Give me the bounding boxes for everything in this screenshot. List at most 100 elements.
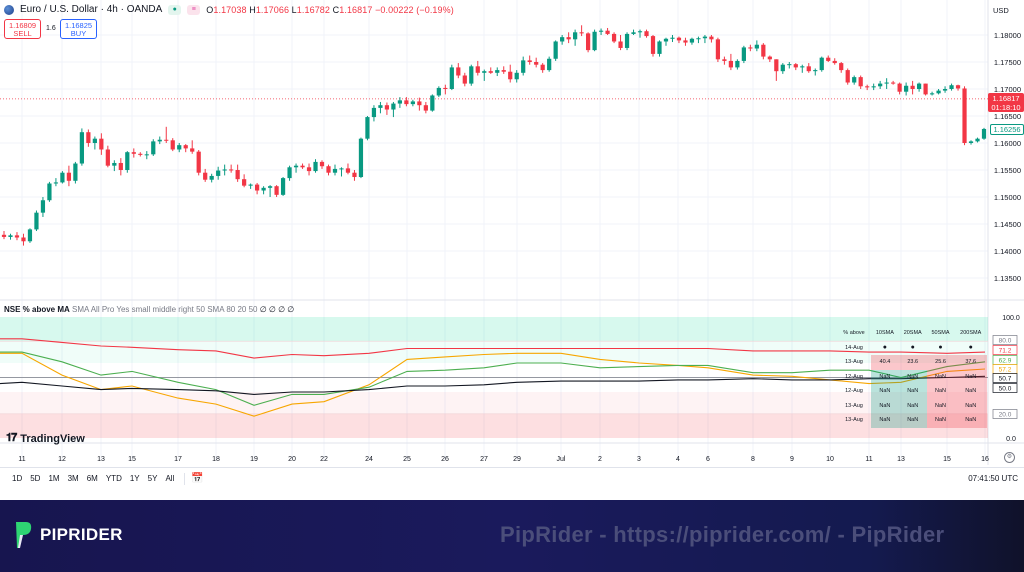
candle-down [962, 88, 967, 143]
range-button-1y[interactable]: 1Y [129, 474, 140, 483]
indicator-legend[interactable]: NSE % above MA SMA All Pro Yes small mid… [4, 305, 294, 314]
price-axis-tick: 1.16500 [994, 112, 1021, 121]
piprider-footer-banner: PIPRIDER PipRider - https://piprider.com… [0, 500, 1024, 572]
table-row: 13-Aug 40.4 23.6 25.6 37.6 [837, 355, 987, 370]
candle-down [728, 60, 733, 68]
range-button-all[interactable]: All [165, 474, 175, 483]
range-button-1m[interactable]: 1M [48, 474, 60, 483]
piprider-watermark: PipRider - https://piprider.com/ - PipRi… [500, 522, 945, 547]
table-row: 12-Aug NaN NaN NaN NaN [837, 384, 987, 399]
price-axis-tick: 1.17000 [994, 85, 1021, 94]
candle-up [144, 154, 149, 156]
level-tag-value: 20.0 [999, 412, 1012, 419]
time-axis-tick: 4 [676, 456, 680, 463]
candle-down [527, 60, 532, 62]
time-axis-tick: 15 [128, 456, 136, 463]
candle-down [404, 100, 409, 105]
candle-down [722, 59, 727, 61]
candle-up [702, 36, 708, 39]
open-value: 1.17038 [213, 4, 247, 15]
candle-down [534, 62, 539, 65]
candle-down [676, 37, 682, 41]
table-value-cell: 23.6 [898, 355, 927, 370]
candle-up [216, 170, 221, 176]
candle-up [53, 182, 59, 184]
time-axis-tick: 29 [513, 456, 521, 463]
chart-area[interactable]: 1.18000 1.17500 1.17000 1.16500 1.16000 1.155… [0, 0, 1024, 500]
goto-date-calendar-icon[interactable]: 📅 [191, 473, 204, 484]
candle-down [14, 235, 20, 238]
candle-down [255, 184, 260, 191]
indicator-values: ∅ ∅ ∅ ∅ [259, 305, 295, 314]
candle-down [910, 85, 915, 89]
table-value-cell: NaN [871, 384, 899, 399]
range-button-5d[interactable]: 5D [30, 474, 41, 483]
candle-down [190, 148, 195, 152]
settings-gear-icon[interactable]: ⚙ [1004, 452, 1015, 463]
time-axis-tick: 11 [865, 456, 872, 463]
range-button-3m[interactable]: 3M [67, 474, 79, 483]
level-tag [992, 373, 1018, 383]
candle-up [871, 86, 876, 88]
current-price-tag: 1.16817 01:18:10 [988, 93, 1024, 112]
candle-down [118, 162, 123, 170]
table-date-cell: 13-Aug [845, 417, 863, 424]
table-value-cell: NaN [954, 398, 987, 413]
level-tag [992, 383, 1018, 393]
buy-price: 1.16825 [64, 21, 93, 30]
indicator-axis-tick: 0.0 [1006, 436, 1016, 443]
market-open-icon[interactable]: ● [168, 4, 182, 15]
table-value-cell: NaN [926, 413, 955, 428]
table-date-cell: 13-Aug [845, 402, 863, 409]
candle-up [624, 33, 630, 48]
candle-up [92, 138, 97, 143]
candle-down [345, 168, 351, 173]
table-date-cell: 12-Aug [845, 373, 863, 380]
candle-up [449, 67, 454, 89]
table-value-cell: NaN [871, 413, 899, 428]
candle-down [540, 64, 545, 71]
range-button-6m[interactable]: 6M [86, 474, 98, 483]
tradingview-logo[interactable]: 𝟏𝟕 TradingView [6, 432, 85, 445]
range-button-1d[interactable]: 1D [12, 474, 23, 483]
candle-down [605, 30, 610, 34]
candle-down [443, 87, 448, 89]
data-menu-icon[interactable]: ≡ [187, 4, 201, 15]
candle-down [326, 166, 331, 173]
candle-down [66, 172, 72, 181]
table-value-cell: NaN [926, 398, 955, 413]
indicator-line-20sma [0, 351, 986, 406]
table-value-cell: NaN [871, 398, 899, 413]
currency-selector[interactable]: USD [993, 6, 1009, 15]
table-date-cell: 14-Aug [845, 344, 863, 351]
candle-up [410, 101, 415, 105]
candle-up [34, 212, 39, 230]
candle-down [229, 169, 234, 171]
buy-button[interactable]: 1.16825 BUY [60, 19, 97, 39]
time-axis-tick: 11 [18, 456, 25, 463]
range-button-ytd[interactable]: YTD [105, 474, 122, 483]
candle-up [592, 31, 597, 51]
candle-down [86, 132, 91, 143]
candle-up [482, 71, 487, 73]
sell-button[interactable]: 1.16809 SELL [4, 19, 41, 39]
table-value-cell: ● [938, 344, 943, 352]
currency-label: USD [993, 6, 1009, 15]
table-header-cell: 50SMA [931, 330, 950, 337]
candle-up [553, 41, 558, 59]
table-header-cell: % above [843, 330, 865, 337]
range-button-5y[interactable]: 5Y [147, 474, 158, 483]
low-label: L [291, 4, 297, 15]
candle-up [735, 60, 740, 68]
level-tag-value: 57.2 [999, 367, 1012, 374]
utc-clock[interactable]: 07:41:50 UTC [968, 474, 1018, 483]
symbol-title[interactable]: Euro / U.S. Dollar · 4h · OANDA [20, 4, 163, 15]
indicator-line-200sma [0, 375, 986, 395]
piprider-logo-icon [16, 522, 32, 548]
candle-down [300, 165, 305, 168]
price-chart-canvas[interactable]: 1.18000 1.17500 1.17000 1.16500 1.16000 1.155… [0, 0, 1024, 500]
candle-down [384, 105, 390, 110]
candle-down [644, 31, 649, 37]
table-value-cell: NaN [898, 369, 927, 384]
candle-up [287, 167, 292, 179]
